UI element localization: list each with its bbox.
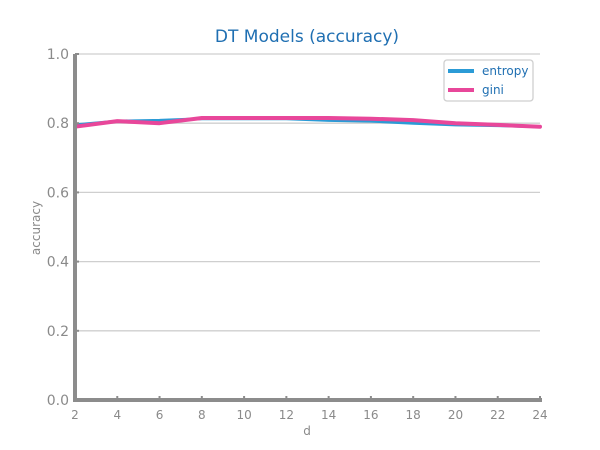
legend: entropy gini [443, 59, 534, 102]
y-tick-label: 0.6 [47, 185, 69, 201]
x-tick-label: 22 [490, 408, 505, 422]
x-tick-labels: 2 4 6 8 10 12 14 16 18 20 22 24 [71, 408, 547, 422]
x-tick-label: 12 [279, 408, 294, 422]
x-tick-label: 18 [406, 408, 421, 422]
x-tick-label: 4 [113, 408, 121, 422]
series-lines [73, 116, 542, 129]
y-tick-label: 0.8 [47, 116, 69, 132]
x-tick-label: 2 [71, 408, 79, 422]
y-tick-labels: 0.0 0.2 0.4 0.6 0.8 1.0 [47, 47, 69, 409]
x-tick-label: 24 [532, 408, 547, 422]
x-axis-label: d [303, 424, 311, 438]
x-tick-label: 20 [448, 408, 463, 422]
x-tick-label: 6 [156, 408, 164, 422]
y-tick-label: 1.0 [47, 47, 69, 63]
y-axis-label: accuracy [29, 201, 43, 255]
y-tick-label: 0.4 [47, 255, 69, 271]
x-tick-label: 14 [321, 408, 336, 422]
series-line-gini [73, 116, 542, 129]
chart-title: DT Models (accuracy) [215, 27, 399, 47]
legend-label-entropy: entropy [482, 64, 528, 78]
x-tick-label: 8 [198, 408, 206, 422]
y-tick-label: 0.2 [47, 324, 69, 340]
y-tick-label: 0.0 [47, 393, 69, 409]
legend-label-gini: gini [482, 83, 504, 97]
axes [73, 53, 542, 402]
x-tick-label: 16 [363, 408, 378, 422]
x-tick-label: 10 [236, 408, 251, 422]
